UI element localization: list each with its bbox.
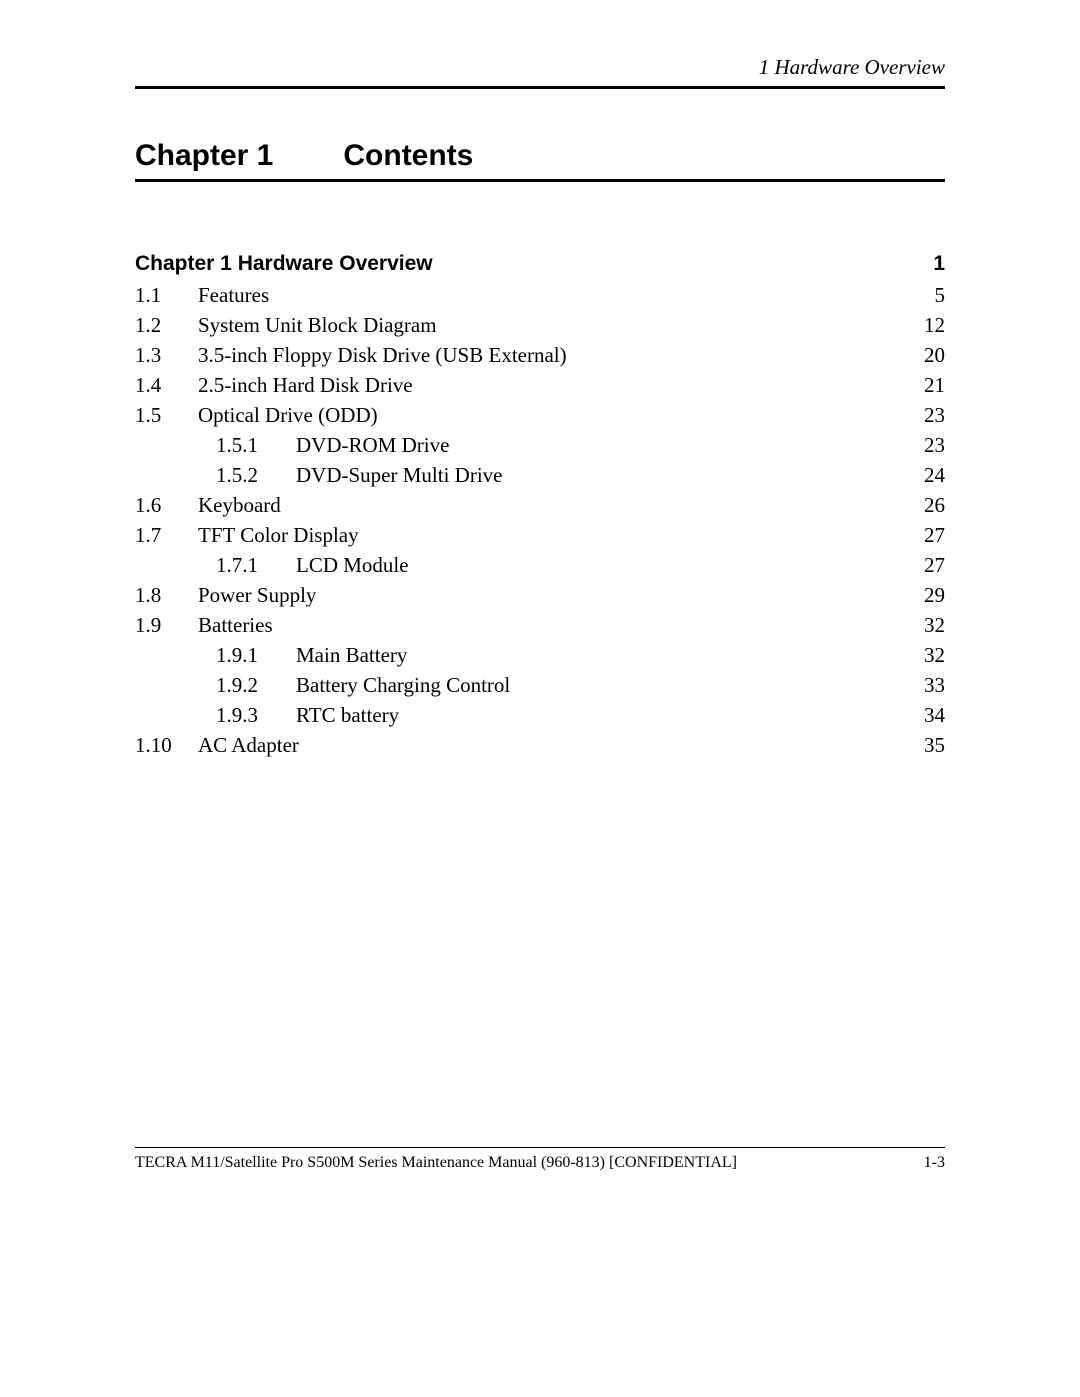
toc-label: LCD Module [296, 555, 409, 576]
contents-label: Contents [343, 139, 473, 173]
table-of-contents: Chapter 1 Hardware Overview 1 1.1Feature… [135, 252, 945, 756]
toc-label: DVD-Super Multi Drive [296, 465, 502, 486]
toc-page: 20 [918, 345, 945, 366]
toc-subsection-number: 1.5.1 [216, 435, 296, 456]
toc-entry: 1.7TFT Color Display 27 [135, 525, 945, 546]
toc-page: 27 [918, 555, 945, 576]
toc-label: 3.5-inch Floppy Disk Drive (USB External… [198, 345, 567, 366]
toc-heading-page: 1 [927, 252, 945, 276]
toc-subentry: 1.9.1Main Battery 32 [135, 645, 945, 666]
toc-page: 35 [918, 735, 945, 756]
toc-page: 21 [918, 375, 945, 396]
toc-label: Battery Charging Control [296, 675, 510, 696]
toc-label: Features [198, 285, 269, 306]
toc-section-number: 1.3 [135, 345, 198, 366]
toc-section-number: 1.1 [135, 285, 198, 306]
toc-section-number: 1.4 [135, 375, 198, 396]
toc-body: 1.1Features 5 1.2System Unit Block Diagram… [135, 285, 945, 756]
toc-entry: 1.33.5-inch Floppy Disk Drive (USB Exter… [135, 345, 945, 366]
toc-subsection-number: 1.7.1 [216, 555, 296, 576]
page-footer: TECRA M11/Satellite Pro S500M Series Mai… [135, 1147, 945, 1172]
toc-label: Batteries [198, 615, 273, 636]
running-head: 1 Hardware Overview [135, 55, 945, 89]
toc-heading-label: Chapter 1 Hardware Overview [135, 252, 433, 276]
toc-page: 23 [918, 405, 945, 426]
toc-section-number: 1.9 [135, 615, 198, 636]
toc-page: 34 [918, 705, 945, 726]
toc-page: 33 [918, 675, 945, 696]
toc-label: Main Battery [296, 645, 407, 666]
chapter-number: Chapter 1 [135, 139, 273, 173]
toc-page: 29 [918, 585, 945, 606]
toc-label: RTC battery [296, 705, 399, 726]
toc-section-number: 1.2 [135, 315, 198, 336]
toc-subentry: 1.7.1LCD Module 27 [135, 555, 945, 576]
toc-subentry: 1.9.2Battery Charging Control 33 [135, 675, 945, 696]
toc-page: 12 [918, 315, 945, 336]
toc-label: System Unit Block Diagram [198, 315, 437, 336]
toc-page: 26 [918, 495, 945, 516]
toc-entry: 1.5Optical Drive (ODD) 23 [135, 405, 945, 426]
toc-subsection-number: 1.9.1 [216, 645, 296, 666]
toc-label: TFT Color Display [198, 525, 359, 546]
toc-entry: 1.9Batteries 32 [135, 615, 945, 636]
toc-chapter-heading: Chapter 1 Hardware Overview 1 [135, 252, 945, 276]
toc-page: 32 [918, 615, 945, 636]
toc-page: 27 [918, 525, 945, 546]
toc-label: Keyboard [198, 495, 281, 516]
footer-page-number: 1-3 [924, 1154, 945, 1172]
page-content: 1 Hardware Overview Chapter 1 Contents C… [135, 55, 945, 756]
toc-label: Power Supply [198, 585, 316, 606]
toc-entry: 1.1Features 5 [135, 285, 945, 306]
toc-page: 23 [918, 435, 945, 456]
footer-left: TECRA M11/Satellite Pro S500M Series Mai… [135, 1154, 737, 1172]
chapter-title: Chapter 1 Contents [135, 139, 945, 182]
toc-section-number: 1.6 [135, 495, 198, 516]
toc-label: Optical Drive (ODD) [198, 405, 378, 426]
toc-subsection-number: 1.9.2 [216, 675, 296, 696]
toc-section-number: 1.8 [135, 585, 198, 606]
toc-entry: 1.10AC Adapter 35 [135, 735, 945, 756]
toc-entry: 1.2System Unit Block Diagram 12 [135, 315, 945, 336]
toc-subsection-number: 1.9.3 [216, 705, 296, 726]
toc-subentry: 1.9.3RTC battery 34 [135, 705, 945, 726]
toc-entry: 1.42.5-inch Hard Disk Drive 21 [135, 375, 945, 396]
toc-label: 2.5-inch Hard Disk Drive [198, 375, 413, 396]
toc-entry: 1.6Keyboard 26 [135, 495, 945, 516]
toc-entry: 1.8Power Supply 29 [135, 585, 945, 606]
toc-page: 32 [918, 645, 945, 666]
toc-subentry: 1.5.2DVD-Super Multi Drive 24 [135, 465, 945, 486]
toc-section-number: 1.5 [135, 405, 198, 426]
toc-label: AC Adapter [198, 735, 299, 756]
toc-label: DVD-ROM Drive [296, 435, 449, 456]
toc-section-number: 1.10 [135, 735, 198, 756]
toc-subsection-number: 1.5.2 [216, 465, 296, 486]
toc-subentry: 1.5.1DVD-ROM Drive 23 [135, 435, 945, 456]
toc-page: 5 [929, 285, 946, 306]
toc-section-number: 1.7 [135, 525, 198, 546]
toc-page: 24 [918, 465, 945, 486]
